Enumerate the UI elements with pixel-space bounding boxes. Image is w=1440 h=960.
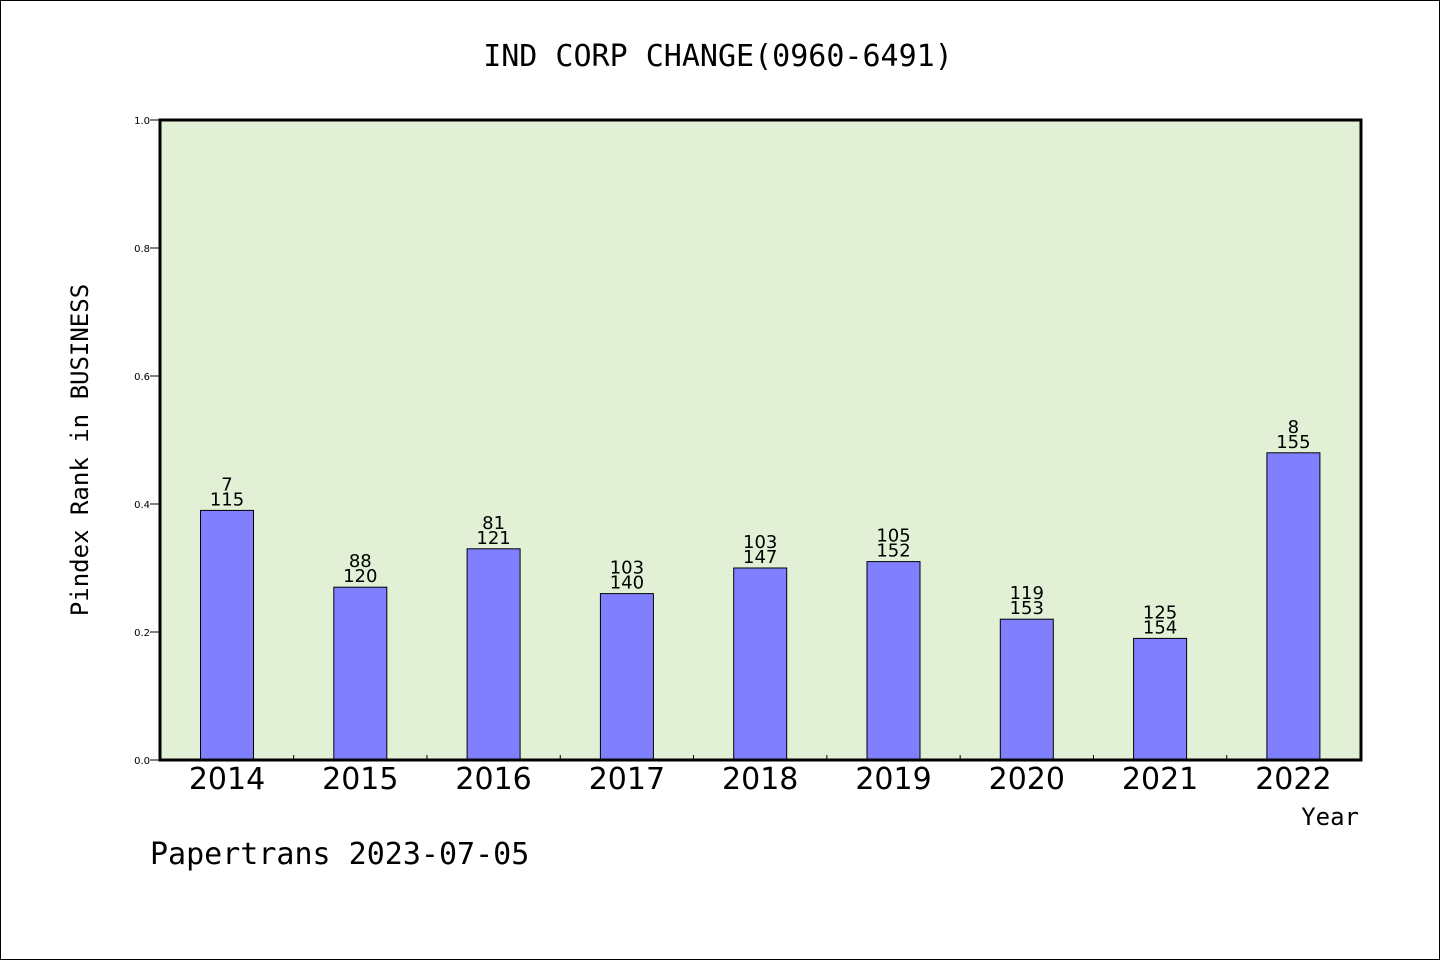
bar-2015: [333, 586, 388, 761]
bar-rank-label: 105: [876, 526, 910, 547]
y-tick-label: 0.2: [134, 628, 150, 639]
bar-2017: [599, 593, 654, 761]
y-tick-label: 0.8: [134, 244, 150, 255]
bar-rank-label: 103: [610, 558, 644, 579]
x-tick-label: 2017: [589, 762, 665, 797]
bar-total-label: 115: [210, 489, 244, 510]
bar-total-label: 140: [610, 573, 644, 594]
bar-rank-label: 7: [221, 474, 232, 495]
y-tick-label: 0.6: [134, 372, 150, 383]
bar-2022: [1266, 452, 1321, 761]
bar-total-label: 120: [343, 566, 377, 587]
bar-2021: [1133, 637, 1188, 761]
x-tick-label: 2021: [1122, 762, 1198, 797]
x-tick-label: 2016: [455, 762, 531, 797]
y-tick-label: 0.4: [134, 500, 150, 511]
bar-rank-label: 103: [743, 532, 777, 553]
bar-total-label: 153: [1010, 598, 1044, 619]
bar-2016: [466, 548, 521, 761]
y-axis: 0.0 0.2 0.4 0.6 0.8 1.0: [134, 116, 160, 767]
bar-2019: [866, 561, 921, 761]
bar-rank-label: 88: [349, 551, 372, 572]
chart-title: IND CORP CHANGE(0960-6491): [483, 39, 953, 74]
y-tick-label: 1.0: [134, 116, 150, 127]
x-tick-label: 2015: [322, 762, 398, 797]
bar-2020: [999, 618, 1054, 761]
x-tick-label: 2019: [855, 762, 931, 797]
bar-total-label: 121: [476, 528, 510, 549]
bar-total-label: 154: [1143, 617, 1177, 638]
bar-total-label: 152: [876, 541, 910, 562]
bars-layer: [200, 452, 1321, 761]
x-tick-label: 2018: [722, 762, 798, 797]
y-tick-label: 0.0: [134, 756, 150, 767]
bar-2014: [200, 509, 254, 761]
bar-rank-label: 81: [482, 513, 505, 534]
bar-rank-label: 125: [1143, 602, 1177, 623]
x-tick-label: 2014: [189, 762, 265, 797]
x-tick-label: 2020: [989, 762, 1065, 797]
bar-2018: [733, 567, 788, 761]
plot-border: [158, 118, 1363, 762]
x-axis: 2014 2015 2016 2017 2018 2019 2020 2021 2022: [189, 755, 1332, 797]
x-axis-label: Year: [1301, 803, 1359, 831]
bar-total-label: 155: [1276, 432, 1310, 453]
footer-credit: Papertrans 2023-07-05: [150, 837, 529, 872]
y-axis-label: Pindex Rank in BUSINESS: [66, 284, 94, 616]
bar-rank-label: 8: [1288, 417, 1299, 438]
bar-rank-label: 119: [1010, 583, 1044, 604]
x-tick-label: 2022: [1255, 762, 1331, 797]
bar-total-label: 147: [743, 547, 777, 568]
